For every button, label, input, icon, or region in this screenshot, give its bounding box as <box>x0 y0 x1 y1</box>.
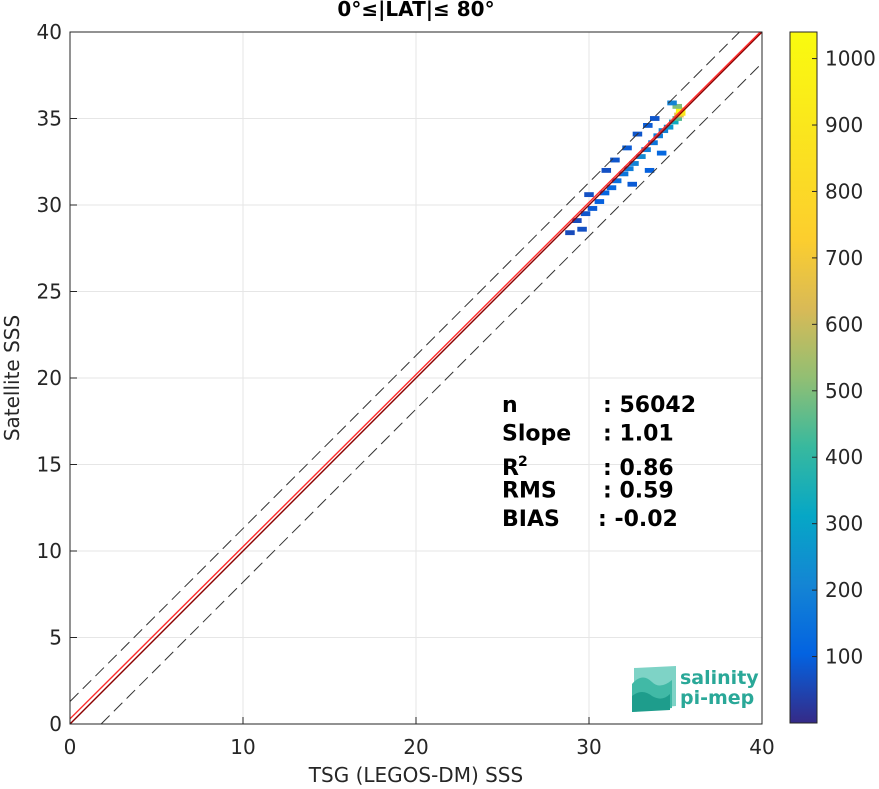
colorbar-tick-label: 200 <box>825 578 863 602</box>
chart-title: 0°≤|LAT|≤ 80° <box>337 0 494 21</box>
colorbar-tick-label: 400 <box>825 445 863 469</box>
density-cell <box>627 181 638 187</box>
stat-label: R <box>502 456 519 481</box>
colorbar-tick-label: 900 <box>825 113 863 137</box>
stat-value: : -0.02 <box>598 507 678 532</box>
density-cell <box>641 147 651 153</box>
density-cell <box>618 171 629 177</box>
colorbar-tick-label: 600 <box>825 312 863 336</box>
density-cell <box>580 211 591 217</box>
density-cell <box>572 218 582 223</box>
y-tick-label: 0 <box>49 712 62 736</box>
stat-value: : 1.01 <box>603 422 674 447</box>
colorbar-tick-label: 100 <box>825 645 863 669</box>
identity_plus_offset-line <box>70 32 741 702</box>
density-cell <box>606 185 617 191</box>
density-cell <box>656 150 667 156</box>
stat-value: : 0.86 <box>603 456 674 481</box>
density-cell <box>672 116 682 121</box>
colorbar-tick-label: 700 <box>825 246 863 270</box>
stat-label: RMS <box>502 479 557 504</box>
density-cell <box>622 145 632 151</box>
density-cell <box>675 107 686 113</box>
density-cell <box>667 100 677 106</box>
reference-lines <box>70 32 762 724</box>
y-tick-label: 35 <box>37 107 62 131</box>
stat-label-superscript: 2 <box>518 454 528 470</box>
y-tick-label: 5 <box>49 626 62 650</box>
x-tick-label: 10 <box>230 735 255 759</box>
stat-value: : 56042 <box>603 393 696 418</box>
y-tick-label: 20 <box>37 366 62 390</box>
y-tick-label: 15 <box>37 453 62 477</box>
stat-label: BIAS <box>502 507 560 532</box>
density-cell <box>565 230 575 236</box>
colorbar-tick-label: 500 <box>825 379 863 403</box>
y-tick-label: 25 <box>37 280 62 304</box>
colorbar-ticks: 100 200 300 400 500 600 700 800 900 1000 <box>812 47 876 669</box>
y-tick-label: 40 <box>37 20 62 44</box>
logo-line2: pi-mep <box>680 687 754 709</box>
density-cell <box>587 206 598 211</box>
density-cell <box>649 116 660 121</box>
colorbar <box>789 31 818 724</box>
density-cell <box>611 178 622 184</box>
x-tick-label: 0 <box>64 735 77 759</box>
density-cell <box>629 161 639 166</box>
x-tick-label: 20 <box>403 735 428 759</box>
y-tick-label: 10 <box>37 539 62 563</box>
density-cell <box>644 167 655 173</box>
density-cell <box>648 140 658 146</box>
stats-annotation: n : 56042 Slope : 1.01 R 2 : 0.86 RMS : 0.59 BIAS… <box>502 393 696 532</box>
logo-line1: salinity <box>680 667 759 689</box>
identity-line <box>70 32 762 724</box>
stat-label: n <box>502 393 518 418</box>
density-cell <box>594 199 605 204</box>
density-cell <box>624 166 634 172</box>
density-cell <box>601 167 612 173</box>
density-cell <box>610 157 620 163</box>
density-cell <box>577 226 587 232</box>
density-cell <box>672 103 682 109</box>
density-cell <box>669 119 679 125</box>
x-tick-label: 40 <box>749 735 774 759</box>
stat-label: Slope <box>502 422 571 447</box>
y-axis-ticks: 0 5 10 15 20 25 30 35 40 <box>37 20 77 736</box>
density-cell <box>643 122 653 128</box>
x-axis-ticks: 0 10 20 30 40 <box>64 717 775 759</box>
identity_minus_offset-line <box>100 62 762 724</box>
density-cell <box>663 124 674 130</box>
y-tick-label: 30 <box>37 193 62 217</box>
salinity-pi-mep-logo: salinity pi-mep <box>632 666 759 712</box>
colorbar-tick-label: 1000 <box>825 47 876 71</box>
colorbar-tick-label: 800 <box>825 179 863 203</box>
colorbar-tick-label: 300 <box>825 512 863 536</box>
density-cell <box>584 192 594 198</box>
y-axis-label: Satellite SSS <box>0 315 24 441</box>
stat-value: : 0.59 <box>603 479 674 504</box>
x-axis-label: TSG (LEGOS-DM) SSS <box>308 763 523 787</box>
x-tick-label: 30 <box>576 735 601 759</box>
density-cell <box>599 190 610 196</box>
regression-line <box>70 32 762 720</box>
waves-icon <box>632 666 676 712</box>
density-cell <box>636 154 646 159</box>
